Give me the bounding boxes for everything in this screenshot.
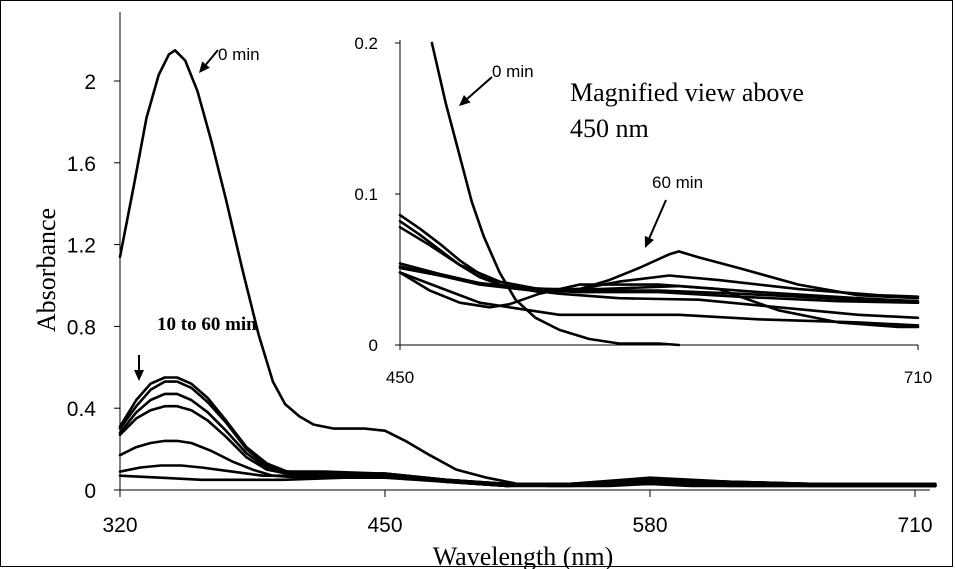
- y-tick-label: 1.2: [67, 235, 96, 258]
- series-line-3: [118, 392, 937, 488]
- main-plot: 0 0.4 0.8 1.2 1.6 2 320 450 580 710 Wavelength (…: [32, 12, 937, 569]
- y-tick-label: 0.8: [67, 316, 96, 339]
- inset-series-line-0: [430, 41, 681, 347]
- inset-y-tick-label: 0.1: [354, 185, 378, 204]
- inset-title-line-1: Magnified view above: [570, 78, 804, 107]
- x-tick-label: 450: [367, 514, 402, 537]
- annotation-arrow: [205, 49, 219, 66]
- inset-series-line-6: [398, 266, 920, 320]
- x-axis-label: Wavelength (nm): [433, 542, 614, 569]
- arrowhead-icon: [644, 235, 654, 248]
- x-tick-label: 580: [632, 514, 667, 537]
- inset-series-line-1: [398, 213, 920, 300]
- y-tick-label: 1.6: [67, 153, 96, 176]
- series-line-1: [118, 376, 937, 488]
- inset-x-tick-label: 450: [386, 368, 414, 387]
- annotation-label: 0 min: [218, 45, 260, 64]
- inset-annotation-60min: 60 min: [644, 173, 703, 248]
- inset-annotation-0min: 0 min: [459, 62, 534, 106]
- inset-series-line-8: [398, 271, 920, 327]
- series-line-6: [118, 464, 937, 488]
- y-axis-label: Absorbance: [32, 208, 61, 332]
- inset-y-tick-label: 0.2: [354, 34, 378, 53]
- inset-y-tick-label: 0: [369, 336, 378, 355]
- y-tick-label: 0: [84, 480, 96, 503]
- x-tick-label: 320: [102, 514, 137, 537]
- y-tick-label: 0.4: [67, 398, 97, 421]
- arrowhead-icon: [459, 94, 471, 106]
- inset-title-line-2: 450 nm: [570, 114, 649, 143]
- series-line-7: [118, 474, 937, 488]
- arrowhead-icon: [134, 370, 144, 381]
- series-line-2: [118, 380, 937, 486]
- inset-plot: 0 0.1 0.2 450 710 Magnified view above 450 …: [348, 28, 932, 393]
- x-tick-label: 710: [897, 514, 932, 537]
- annotation-0min: 0 min: [199, 45, 260, 73]
- annotation-label: 10 to 60 min: [157, 314, 257, 335]
- inset-x-tick-label: 710: [904, 368, 932, 387]
- annotation-arrow: [466, 76, 493, 100]
- y-tick-label: 2: [84, 71, 96, 94]
- annotation-10-to-60min: 10 to 60 min: [134, 314, 257, 381]
- inset-background: [348, 28, 932, 393]
- annotation-label: 0 min: [492, 62, 534, 81]
- annotation-arrow: [648, 199, 667, 239]
- arrowhead-icon: [199, 61, 210, 73]
- annotation-label: 60 min: [652, 173, 703, 192]
